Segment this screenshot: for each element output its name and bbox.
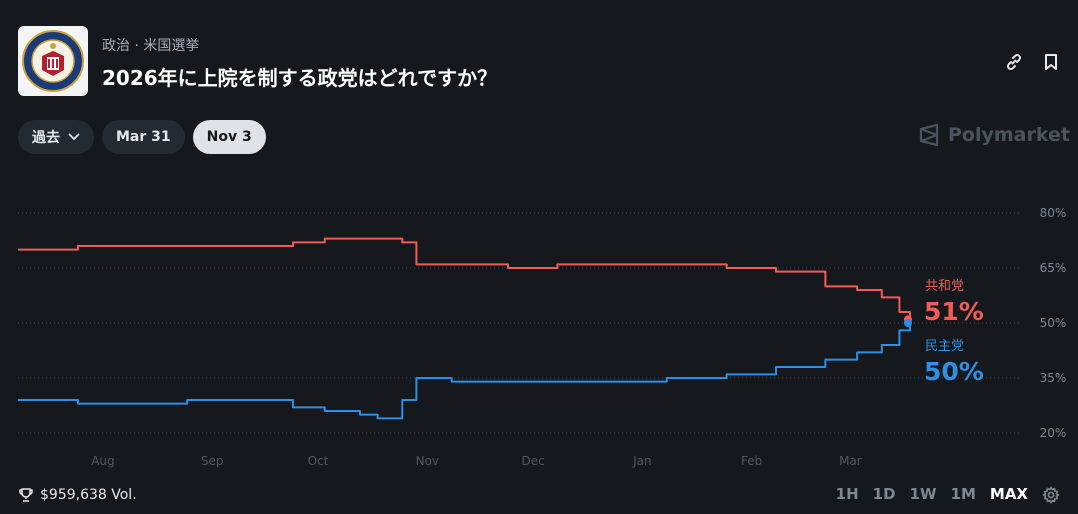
trophy-icon: [19, 488, 33, 502]
market-category[interactable]: 政治 · 米国選挙: [102, 38, 200, 54]
chip-mar-31[interactable]: Mar 31: [102, 120, 185, 154]
y-tick-label: 20%: [1040, 426, 1067, 440]
series-line-rep: [18, 237, 911, 320]
series-value-label: 51%: [924, 297, 984, 326]
bookmark-icon[interactable]: [1041, 52, 1061, 72]
series-end-point: [904, 319, 912, 327]
chip-nov-3[interactable]: Nov 3: [192, 120, 266, 154]
range-1d[interactable]: 1D: [872, 485, 896, 503]
y-tick-label: 65%: [1040, 261, 1067, 275]
y-tick-label: 35%: [1040, 371, 1067, 385]
range-1w[interactable]: 1W: [909, 485, 937, 503]
volume-text: $959,638 Vol.: [40, 487, 137, 503]
range-1m[interactable]: 1M: [950, 485, 976, 503]
gear-icon[interactable]: [1042, 486, 1060, 504]
series-value-label: 50%: [924, 357, 984, 386]
series-name-label: 共和党: [925, 279, 964, 294]
x-tick-label: Oct: [308, 454, 329, 468]
y-tick-label: 80%: [1040, 206, 1067, 220]
senate-seal-logo: [18, 26, 88, 96]
past-dropdown-label: 過去: [32, 130, 60, 146]
x-tick-label: Aug: [91, 454, 114, 468]
y-tick-label: 50%: [1040, 316, 1067, 330]
link-icon[interactable]: [1004, 52, 1024, 72]
polymarket-logo-icon: [919, 124, 939, 146]
time-range-selector: 1H 1D 1W 1M MAX: [836, 485, 1028, 503]
x-tick-label: Mar: [839, 454, 862, 468]
price-chart[interactable]: 80% 65% 50% 35% 20% Aug Sep Oct Nov Dec Jan Feb Mar…: [0, 190, 1078, 480]
polymarket-brand: Polymarket: [918, 124, 1070, 146]
date-filter-chips: 過去 Mar 31 Nov 3: [18, 120, 266, 154]
series-name-label: 民主党: [925, 339, 964, 354]
chevron-down-icon: [68, 133, 80, 141]
volume-footer: $959,638 Vol.: [18, 487, 137, 503]
x-tick-label: Dec: [521, 454, 544, 468]
x-tick-label: Feb: [741, 454, 762, 468]
range-max[interactable]: MAX: [989, 485, 1028, 503]
range-1h[interactable]: 1H: [835, 485, 859, 503]
x-tick-label: Jan: [632, 454, 652, 468]
x-tick-label: Nov: [416, 454, 439, 468]
series-line-dem: [18, 323, 911, 420]
past-dropdown[interactable]: 過去: [18, 120, 94, 154]
market-title: 2026年に上院を制する政党はどれですか？: [102, 66, 498, 90]
brand-name: Polymarket: [948, 124, 1070, 146]
x-tick-label: Sep: [201, 454, 224, 468]
